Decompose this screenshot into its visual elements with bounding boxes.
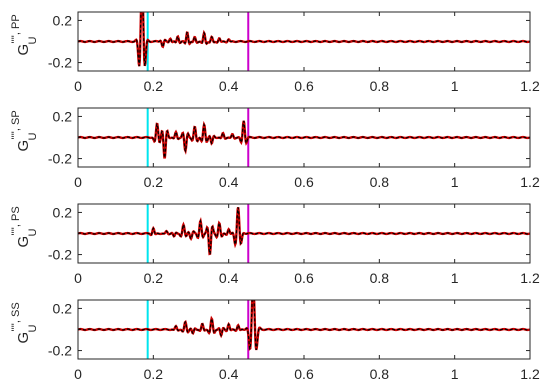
- x-tick-label: 1: [451, 366, 459, 382]
- x-tick-label: 0: [74, 366, 82, 382]
- y-label-main: G: [15, 44, 32, 56]
- x-tick-label: 1.2: [520, 270, 540, 286]
- trace-black-dashed: [78, 207, 530, 255]
- x-tick-label: 0: [74, 78, 82, 94]
- x-tick-label: 0.8: [370, 366, 390, 382]
- x-tick-label: 1: [451, 78, 459, 94]
- traces: [78, 300, 530, 352]
- traces: [78, 120, 530, 159]
- y-label-main: G: [15, 140, 32, 152]
- x-tick-label: 0.2: [144, 174, 164, 190]
- y-tick-label: 0.2: [53, 108, 73, 124]
- y-tick-label: 0.2: [53, 204, 73, 220]
- y-label-sub: U: [27, 133, 39, 141]
- x-tick-label: 0.6: [294, 270, 314, 286]
- x-tick-label: 0.4: [219, 78, 239, 94]
- x-tick-label: 0.2: [144, 366, 164, 382]
- x-tick-label: 0.8: [370, 78, 390, 94]
- x-tick-label: 0: [74, 270, 82, 286]
- y-tick-label: 0.2: [53, 12, 73, 28]
- y-axis-label: GU '''', SP: [10, 110, 39, 151]
- x-tick-label: 0.4: [219, 174, 239, 190]
- traces: [78, 207, 530, 256]
- x-tick-label: 0.4: [219, 366, 239, 382]
- x-tick-label: 0.6: [294, 78, 314, 94]
- x-tick-label: 0.2: [144, 270, 164, 286]
- x-tick-label: 0.4: [219, 270, 239, 286]
- x-tick-label: 0.6: [294, 366, 314, 382]
- y-tick-label: -0.2: [48, 247, 72, 263]
- x-tick-label: 0.2: [144, 78, 164, 94]
- x-tick-label: 1.2: [520, 174, 540, 190]
- y-tick-label: -0.2: [48, 55, 72, 71]
- y-tick-label: -0.2: [48, 343, 72, 359]
- y-axis-label: GU '''', PS: [10, 206, 39, 247]
- trace-black-dashed: [78, 120, 530, 159]
- y-label-sup: '''', SS: [10, 302, 22, 331]
- x-tick-label: 0: [74, 174, 82, 190]
- y-axis-label: GU '''', PP: [10, 14, 39, 55]
- traces: [78, 12, 530, 67]
- x-tick-label: 1: [451, 174, 459, 190]
- trace-black-dashed: [78, 12, 530, 67]
- y-label-sup: '''', PP: [10, 14, 22, 43]
- y-axis-label: GU '''', SS: [10, 302, 39, 343]
- y-label-sub: U: [27, 37, 39, 45]
- y-label-main: G: [15, 236, 32, 248]
- panel-1: 0 0.2 0.4 0.6 0.8 1 1.2 0.2 -0.2 GU '''', PP: [10, 11, 540, 94]
- x-tick-label: 1: [451, 270, 459, 286]
- panel-4: 0 0.2 0.4 0.6 0.8 1 1.2 0.2 -0.2 GU '''', SS: [10, 299, 540, 382]
- panel-2: 0 0.2 0.4 0.6 0.8 1 1.2 0.2 -0.2 GU '''', SP: [10, 107, 540, 190]
- y-tick-label: -0.2: [48, 151, 72, 167]
- x-tick-label: 1.2: [520, 366, 540, 382]
- x-tick-label: 0.8: [370, 174, 390, 190]
- y-label-main: G: [15, 332, 32, 344]
- y-tick-label: 0.2: [53, 300, 73, 316]
- y-label-sup: '''', SP: [10, 110, 22, 139]
- trace-black-dashed: [78, 300, 530, 351]
- x-tick-label: 0.6: [294, 174, 314, 190]
- y-label-sub: U: [27, 325, 39, 333]
- panel-3: 0 0.2 0.4 0.6 0.8 1 1.2 0.2 -0.2 GU '''', PS: [10, 203, 540, 286]
- x-tick-label: 1.2: [520, 78, 540, 94]
- x-tick-label: 0.8: [370, 270, 390, 286]
- y-label-sup: '''', PS: [10, 206, 22, 235]
- y-label-sub: U: [27, 229, 39, 237]
